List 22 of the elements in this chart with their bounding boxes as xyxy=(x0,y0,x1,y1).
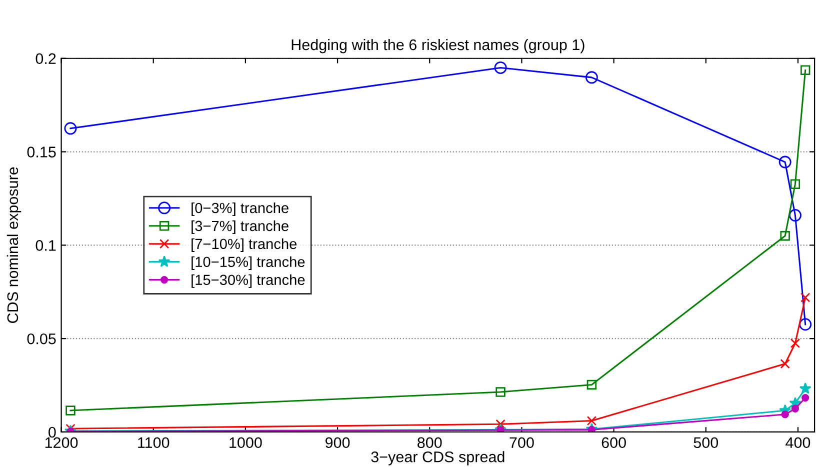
y-tick-label: 0 xyxy=(48,426,56,438)
y-tick-label: 0.2 xyxy=(36,53,56,64)
legend-label: [7−10%] tranche xyxy=(192,238,297,252)
y-axis-title: CDS nominal exposure xyxy=(6,167,22,323)
x-tick-label: 700 xyxy=(510,437,534,448)
x-tick-label: 900 xyxy=(326,437,350,448)
x-tick-label: 600 xyxy=(602,437,626,448)
legend-label: [15−30%] tranche xyxy=(192,274,305,288)
x-tick-label: 1100 xyxy=(138,437,170,448)
x-tick-label: 500 xyxy=(694,437,718,448)
x-axis-title: 3−year CDS spread xyxy=(371,451,504,466)
x-tick-label: 400 xyxy=(786,437,810,448)
y-tick-label: 0.1 xyxy=(36,240,56,251)
chart-title: Hedging with the 6 riskiest names (group 1) xyxy=(292,38,584,54)
y-tick-label: 0.05 xyxy=(27,333,56,344)
x-tick-label: 1200 xyxy=(45,437,78,448)
legend-label: [10−15%] tranche xyxy=(192,256,305,270)
x-tick-label: 1000 xyxy=(230,437,262,448)
y-tick-label: 0.15 xyxy=(27,146,56,158)
legend-label: [3−7%] tranche xyxy=(192,220,288,234)
x-tick-label: 800 xyxy=(418,437,442,448)
legend-label: [0−3%] tranche xyxy=(192,202,288,216)
